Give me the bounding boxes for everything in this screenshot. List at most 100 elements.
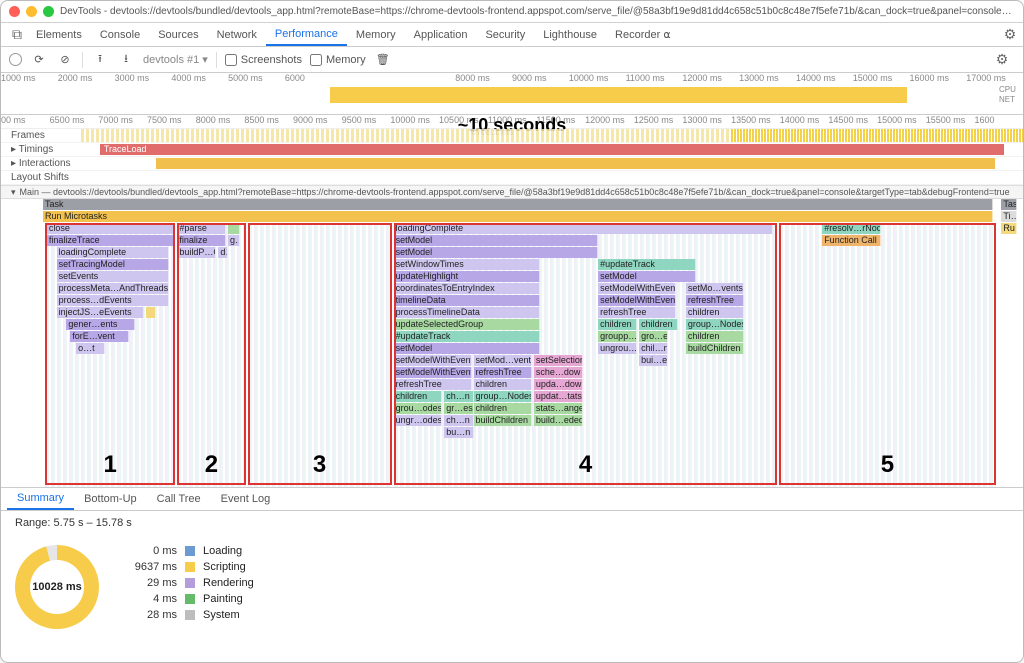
flame-entry[interactable]: setSelection — [534, 355, 583, 366]
screenshots-checkbox[interactable]: Screenshots — [225, 54, 302, 66]
detail-tab-summary[interactable]: Summary — [7, 488, 74, 510]
flame-entry[interactable]: ch…n — [444, 391, 473, 402]
flame-entry[interactable]: setModelWithEvents — [394, 367, 472, 378]
flame-entry[interactable]: updat…tats — [534, 391, 583, 402]
flame-entry[interactable]: upda…dow — [534, 379, 583, 390]
traceload-bar[interactable]: TraceLoad — [100, 144, 1004, 155]
flame-entry[interactable]: children — [686, 331, 744, 342]
layout-shifts-track[interactable]: Layout Shifts — [1, 171, 1023, 185]
trash-icon[interactable]: 🗑 — [374, 51, 392, 69]
flame-entry[interactable]: #resolv…rNodes — [822, 223, 880, 234]
flame-entry[interactable]: setWindowTimes — [394, 259, 540, 270]
main-thread-header[interactable]: ▾ Main — devtools://devtools/bundled/dev… — [1, 185, 1023, 199]
flame-entry[interactable]: coordinatesToEntryIndex — [394, 283, 540, 294]
traffic-max[interactable] — [43, 6, 54, 17]
flame-entry[interactable]: children — [474, 403, 532, 414]
flame-entry[interactable]: Task — [1001, 199, 1017, 210]
inspect-icon[interactable]: ⧉ — [7, 23, 27, 46]
flame-entry[interactable] — [228, 223, 240, 234]
flame-entry[interactable]: o…t — [76, 343, 105, 354]
flame-entry[interactable]: bui…en — [639, 355, 668, 366]
flame-entry[interactable]: Ti…ed — [1001, 211, 1017, 222]
tab-recorder-[interactable]: Recorder ⍺ — [606, 23, 680, 46]
flame-entry[interactable]: refreshTree — [474, 367, 532, 378]
interaction-bar[interactable] — [156, 158, 994, 169]
tab-elements[interactable]: Elements — [27, 23, 91, 46]
flame-entry[interactable]: setModel — [394, 343, 540, 354]
flame-entry[interactable]: gr…es — [444, 403, 473, 414]
memory-checkbox[interactable]: Memory — [310, 54, 366, 66]
tab-application[interactable]: Application — [405, 23, 477, 46]
detail-tab-event-log[interactable]: Event Log — [211, 488, 281, 510]
detail-tab-call-tree[interactable]: Call Tree — [147, 488, 211, 510]
flame-entry[interactable]: ungrou…Nodes — [598, 343, 637, 354]
flame-entry[interactable]: Task — [43, 199, 993, 210]
flame-entry[interactable]: refreshTree — [598, 307, 676, 318]
flame-entry[interactable] — [146, 307, 156, 318]
flame-entry[interactable]: ch…n — [444, 415, 473, 426]
record-button[interactable] — [9, 53, 22, 66]
interactions-track[interactable]: ▸ Interactions — [1, 157, 1023, 171]
flame-entry[interactable]: bu…n — [444, 427, 473, 438]
reload-record-button[interactable]: ⟳ — [30, 51, 48, 69]
flame-entry[interactable]: setModel — [394, 247, 599, 258]
flame-entry[interactable]: loadingComplete — [57, 247, 169, 258]
download-icon[interactable]: ⭳ — [117, 51, 135, 69]
frames-track[interactable]: Frames — [1, 129, 1023, 143]
flame-entry[interactable]: setModel — [394, 235, 599, 246]
flame-entry[interactable]: setMod…vents — [474, 355, 532, 366]
flame-entry[interactable]: processTimelineData — [394, 307, 540, 318]
flame-entry[interactable]: buildChildren — [686, 343, 744, 354]
flame-entry[interactable]: group…Nodes — [474, 391, 532, 402]
flame-entry[interactable]: children — [474, 379, 532, 390]
flame-entry[interactable]: close — [47, 223, 174, 234]
flame-entry[interactable]: #updateTrack — [598, 259, 695, 270]
flame-entry[interactable]: d… — [218, 247, 228, 258]
flame-entry[interactable]: buildP…Calls — [177, 247, 216, 258]
flame-entry[interactable]: setModelWithEvents — [394, 355, 472, 366]
flame-entry[interactable]: Ru…ks — [1001, 223, 1017, 234]
flame-entry[interactable]: refreshTree — [686, 295, 744, 306]
flame-entry[interactable]: children — [394, 391, 443, 402]
flame-entry[interactable]: buildChildren — [474, 415, 532, 426]
profile-select[interactable]: devtools #1▾ — [143, 53, 208, 66]
traffic-close[interactable] — [9, 6, 20, 17]
flame-entry[interactable]: finalize — [177, 235, 226, 246]
tab-sources[interactable]: Sources — [149, 23, 207, 46]
tab-lighthouse[interactable]: Lighthouse — [534, 23, 606, 46]
flame-entry[interactable]: forE…vent — [70, 331, 128, 342]
flame-entry[interactable]: build…eded — [534, 415, 583, 426]
flame-entry[interactable]: children — [686, 307, 744, 318]
flame-entry[interactable]: injectJS…eEvents — [57, 307, 145, 318]
flame-entry[interactable]: Run Microtasks — [43, 211, 993, 222]
traffic-min[interactable] — [26, 6, 37, 17]
flame-entry[interactable]: refreshTree — [394, 379, 472, 390]
flame-entry[interactable]: gener…ents — [66, 319, 134, 330]
flame-entry[interactable]: group…Nodes — [686, 319, 744, 330]
flame-entry[interactable]: Function Call — [822, 235, 880, 246]
flame-entry[interactable]: processMeta…AndThreads — [57, 283, 169, 294]
flame-entry[interactable]: children — [639, 319, 678, 330]
flame-entry[interactable]: setEvents — [57, 271, 169, 282]
flame-entry[interactable]: g… — [228, 235, 240, 246]
tab-memory[interactable]: Memory — [347, 23, 405, 46]
flame-entry[interactable]: stats…ange — [534, 403, 583, 414]
flame-entry[interactable]: grou…odes — [394, 403, 443, 414]
flame-entry[interactable]: loadingComplete — [394, 223, 774, 234]
tab-console[interactable]: Console — [91, 23, 149, 46]
tab-security[interactable]: Security — [476, 23, 534, 46]
flame-entry[interactable]: chil…n — [639, 343, 668, 354]
flame-entry[interactable]: updateSelectedGroup — [394, 319, 540, 330]
tab-performance[interactable]: Performance — [266, 23, 347, 46]
tab-network[interactable]: Network — [208, 23, 266, 46]
flame-entry[interactable]: sche…dow — [534, 367, 583, 378]
flame-entry[interactable]: setTracingModel — [57, 259, 169, 270]
flame-chart[interactable]: TaskTaskRun MicrotasksTi…edclose#parselo… — [1, 199, 1023, 487]
flame-entry[interactable]: setModel — [598, 271, 695, 282]
upload-icon[interactable]: ⭱ — [91, 51, 109, 69]
clear-button[interactable]: ⊘ — [56, 51, 74, 69]
flame-entry[interactable]: setMo…vents — [686, 283, 744, 294]
overview-minimap[interactable]: 1000 ms2000 ms3000 ms4000 ms5000 ms60008… — [1, 73, 1023, 115]
detail-tab-bottom-up[interactable]: Bottom-Up — [74, 488, 147, 510]
flame-entry[interactable]: updateHighlight — [394, 271, 540, 282]
